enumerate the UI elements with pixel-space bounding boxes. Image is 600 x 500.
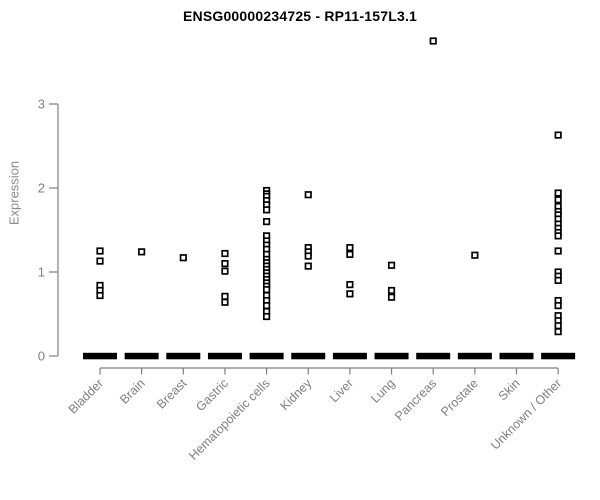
data-point <box>554 232 562 240</box>
data-point <box>304 252 312 260</box>
data-point <box>138 248 146 256</box>
data-point <box>263 206 271 214</box>
data-point <box>554 276 562 284</box>
x-tick-label: Kidney <box>277 376 314 413</box>
zero-cluster-bar <box>541 352 576 360</box>
data-point <box>96 257 104 265</box>
zero-cluster-bar <box>207 352 242 360</box>
data-point <box>221 298 229 306</box>
data-point <box>221 260 229 268</box>
zero-cluster-bar <box>416 352 451 360</box>
zero-cluster-bar <box>374 352 409 360</box>
data-point <box>554 322 562 330</box>
data-point <box>554 302 562 310</box>
zero-cluster-bar <box>457 352 492 360</box>
data-point <box>554 189 562 197</box>
data-point <box>221 249 229 258</box>
zero-cluster-bar <box>332 352 367 360</box>
data-point <box>387 286 396 295</box>
data-point <box>387 261 396 269</box>
y-tick-label: 0 <box>38 349 45 364</box>
zero-cluster-bar <box>291 352 326 360</box>
data-point <box>554 131 562 139</box>
zero-cluster-bar <box>124 352 159 360</box>
x-tick-label: Brain <box>117 376 148 407</box>
data-point <box>471 251 479 259</box>
zero-cluster-bar <box>83 352 117 360</box>
x-tick-label: Hematopoietic cells <box>186 376 273 463</box>
data-point <box>263 312 271 321</box>
data-point <box>554 328 562 336</box>
x-tick-label: Bladder <box>66 376 106 416</box>
data-point <box>221 267 229 275</box>
data-point <box>263 286 271 294</box>
data-point <box>387 293 396 301</box>
data-point <box>263 302 271 310</box>
data-point <box>554 247 562 255</box>
x-tick-label: Breast <box>154 376 190 412</box>
x-tick-label: Liver <box>327 376 356 405</box>
data-point <box>346 290 354 298</box>
x-tick-label: Unknown / Other <box>488 376 564 452</box>
data-point <box>221 292 229 300</box>
zero-cluster-bar <box>166 352 201 360</box>
x-tick-label: Skin <box>496 376 523 403</box>
data-point <box>346 244 354 252</box>
x-tick-label: Lung <box>368 376 398 406</box>
zero-cluster-bar <box>499 352 534 360</box>
y-tick-label: 1 <box>38 265 45 280</box>
zero-cluster-bar <box>249 352 284 360</box>
y-tick-label: 2 <box>38 181 45 196</box>
x-tick-label: Gastric <box>193 376 231 414</box>
data-point <box>304 262 312 270</box>
data-point <box>346 281 354 289</box>
data-point <box>96 291 104 300</box>
x-tick-label: Pancreas <box>392 376 439 423</box>
data-point <box>346 250 354 258</box>
chart-title: ENSG00000234725 - RP11-157L3.1 <box>182 8 418 24</box>
data-point <box>179 254 187 262</box>
data-point <box>429 37 437 45</box>
data-point <box>263 218 271 226</box>
data-point <box>554 196 562 204</box>
data-point <box>304 191 312 199</box>
data-point <box>96 247 104 255</box>
x-tick-label: Prostate <box>438 376 481 419</box>
y-tick-label: 3 <box>38 97 45 112</box>
